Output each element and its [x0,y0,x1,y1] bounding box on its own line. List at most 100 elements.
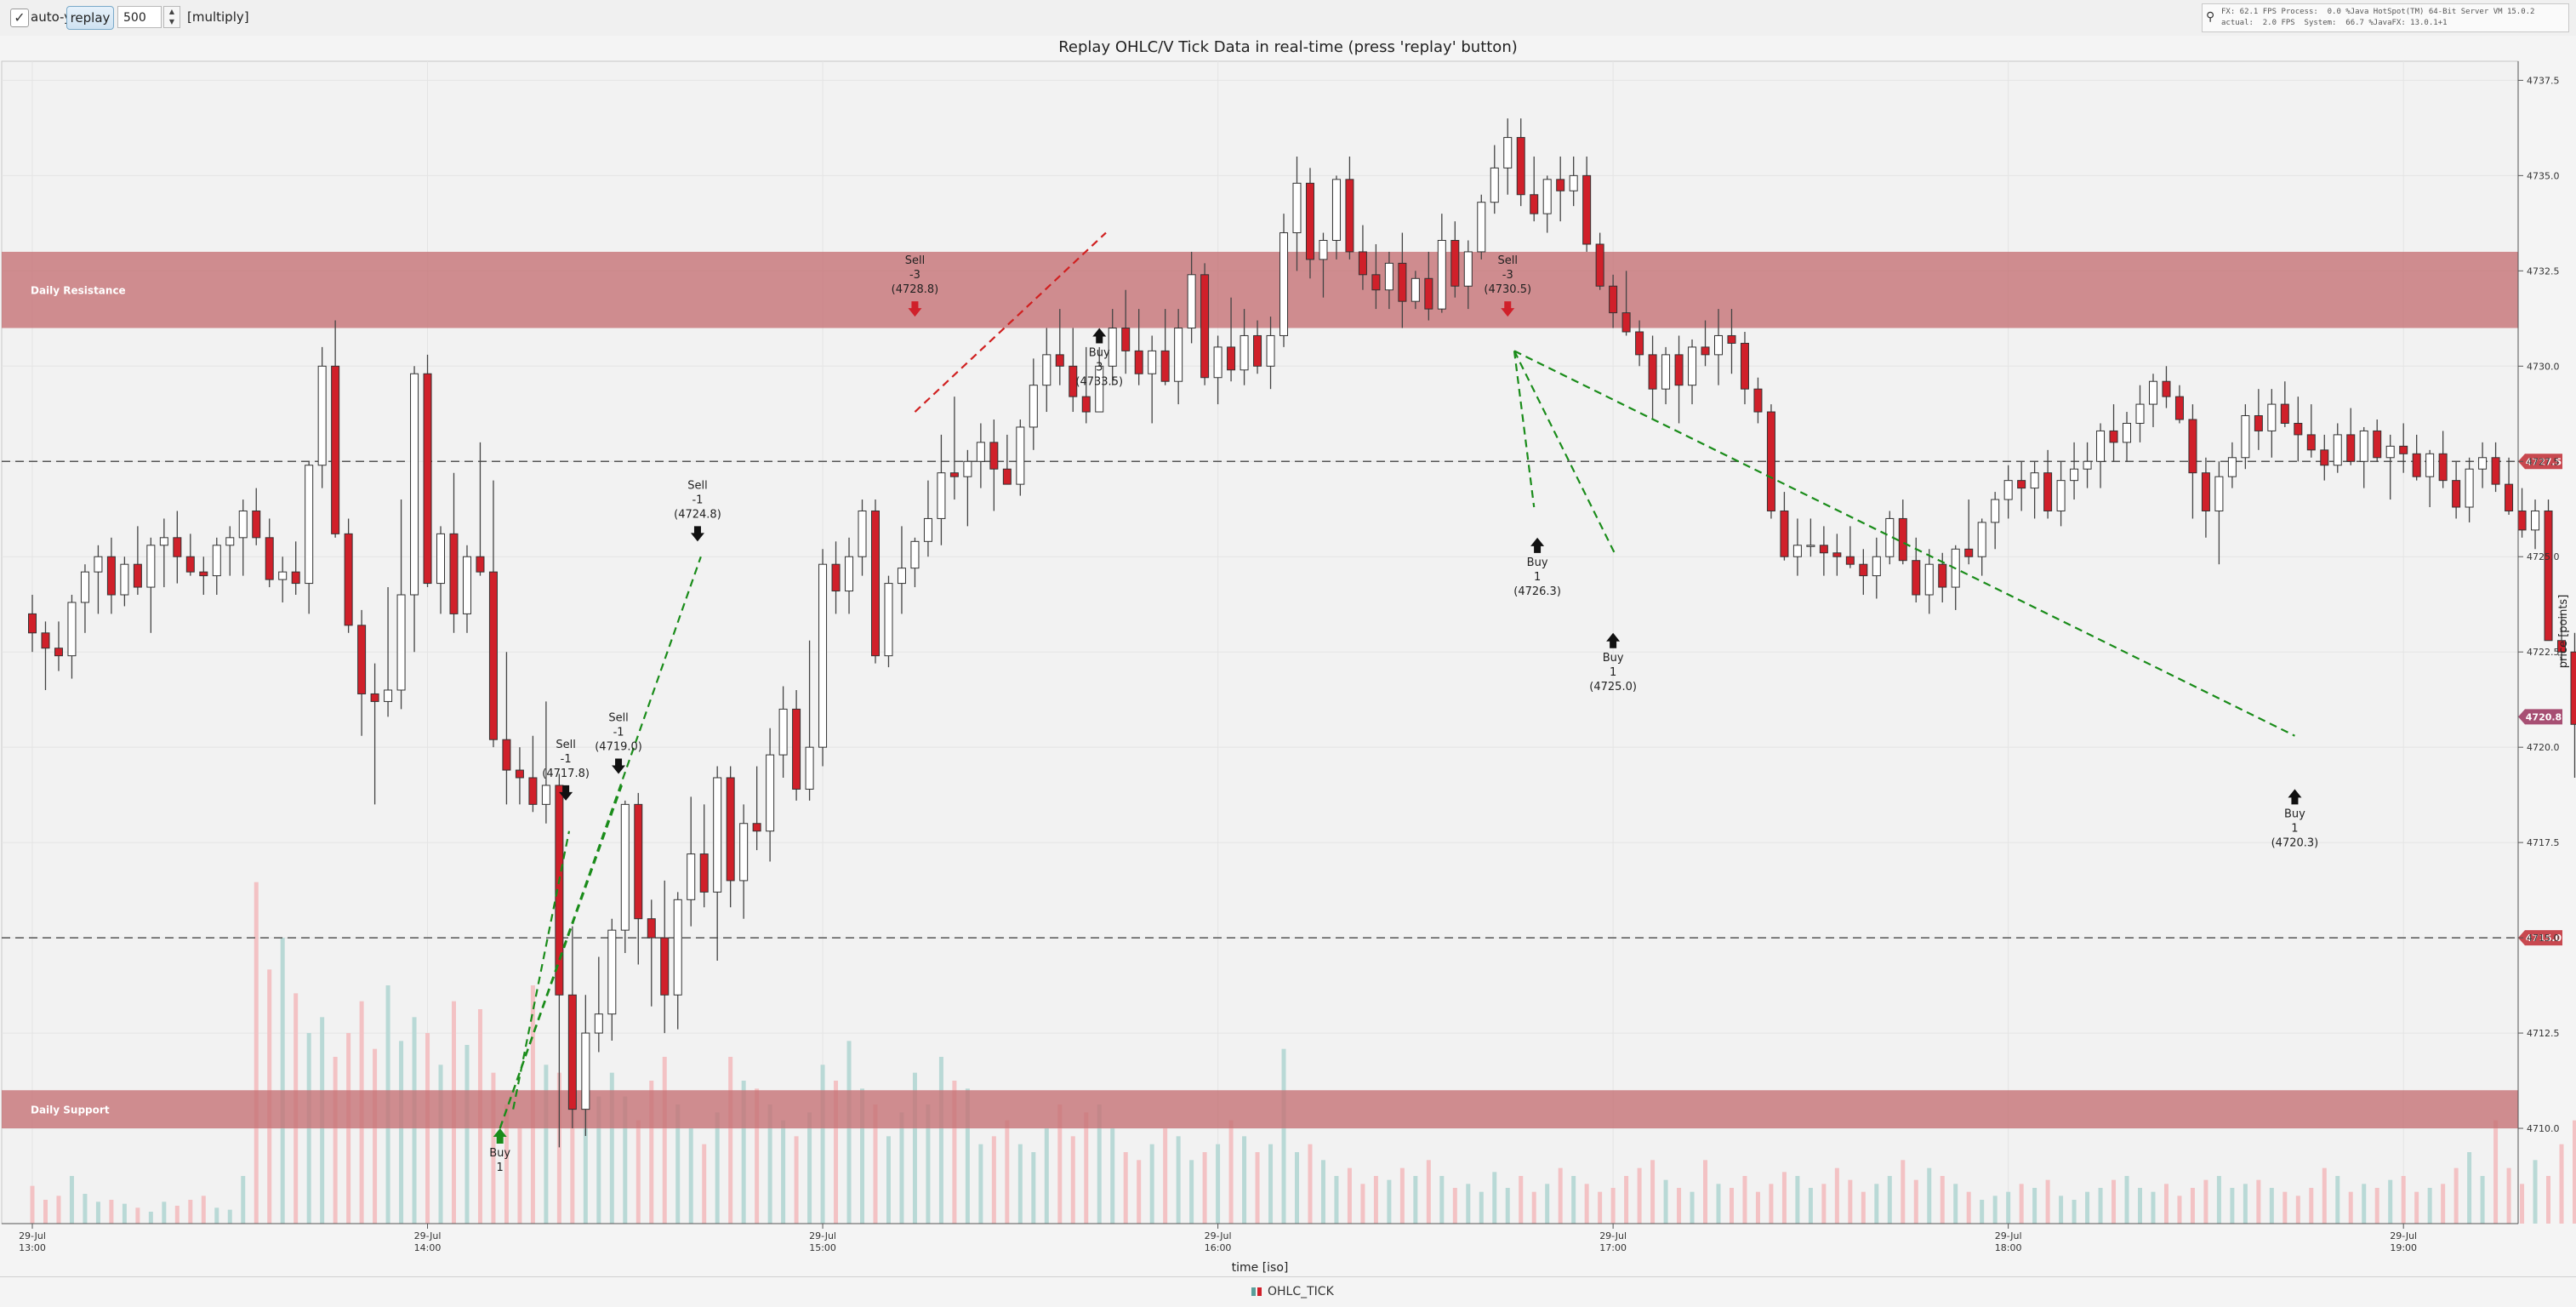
candle-up [1490,168,1498,202]
candle-up [819,564,827,747]
volume-bar [1492,1172,1496,1224]
candle-legend-icon [1251,1286,1262,1298]
y-tick-label: 4730.0 [2527,361,2560,372]
candle-down [265,538,273,579]
volume-bar [1927,1168,1931,1224]
candle-down [1767,412,1775,511]
volume-bar [1308,1144,1312,1224]
volume-bar [1861,1192,1866,1224]
volume-bar [2032,1188,2037,1224]
volume-bar [2520,1184,2524,1224]
volume-bar [1571,1176,1576,1224]
candle-down [2202,473,2209,511]
toolbar: ✓ auto-y replay 500 ▲ ▼ [multiply] ⚲ FX:… [0,0,2576,37]
volume-bar [992,1136,996,1224]
rate-input[interactable]: 500 [117,6,162,28]
candle-up [1280,233,1288,336]
trade-label: 1 [497,1161,504,1174]
volume-bar [807,1112,812,1224]
volume-bar [1439,1176,1444,1224]
volume-bar [2454,1168,2459,1224]
volume-bar [149,1212,153,1224]
volume-bar [2546,1176,2550,1224]
plot-area [2,61,2518,1224]
pin-icon[interactable]: ⚲ [2206,9,2218,25]
candle-up [885,584,892,656]
auto-y-checkbox[interactable]: ✓ [10,9,29,27]
zone-band [2,252,2518,328]
volume-bar [2151,1192,2155,1224]
chart[interactable]: Replay OHLC/V Tick Data in real-time (pr… [0,36,2576,1276]
volume-bar [1150,1144,1154,1224]
rate-spinner[interactable]: ▲ ▼ [163,6,180,28]
candle-down [2518,511,2526,529]
candle-up [542,785,550,804]
volume-bar [123,1204,127,1224]
candle-down [2347,435,2355,461]
legend: OHLC_TICK [0,1276,2576,1307]
volume-bar [1809,1188,1813,1224]
volume-bar [886,1136,891,1224]
x-tick-time: 17:00 [1599,1242,1627,1253]
volume-bar [1387,1180,1391,1224]
candle-up [582,1033,590,1110]
candle-up [1504,138,1512,168]
x-tick-time: 19:00 [2390,1242,2417,1253]
candle-down [186,556,194,572]
volume-bar [2335,1176,2339,1224]
volume-bar [1348,1168,1352,1224]
y-tick-label: 4717.5 [2527,837,2560,848]
candle-down [1372,275,1380,290]
replay-button[interactable]: replay [66,6,114,30]
candle-up [121,564,128,595]
candle-up [1017,427,1024,484]
volume-bar [1941,1176,1945,1224]
volume-bar [96,1201,100,1224]
trade-label: Buy [2284,808,2305,820]
candle-up [2228,458,2236,477]
volume-bar [1427,1160,1431,1224]
candle-up [2386,446,2394,457]
y-tick-label: 4725.0 [2527,551,2560,562]
candle-down [727,778,734,881]
x-tick-date: 29-Jul [414,1230,442,1241]
spinner-down-icon[interactable]: ▼ [164,17,180,27]
volume-bar [2230,1188,2234,1224]
volume-bar [899,1112,903,1224]
volume-bar [1848,1180,1852,1224]
volume-bar [2282,1192,2287,1224]
volume-bar [2441,1184,2445,1224]
x-tick-date: 29-Jul [1599,1230,1627,1241]
candle-down [1939,564,1946,587]
volume-bar [1519,1176,1523,1224]
candle-down [647,919,655,938]
volume-bar [2493,1121,2498,1224]
volume-bar [2573,1121,2576,1224]
candle-down [1201,275,1209,378]
volume-bar [2006,1192,2010,1224]
volume-bar [2203,1180,2208,1224]
trade-label: (4733.5) [1075,376,1123,389]
volume-bar [2349,1192,2353,1224]
volume-bar [2428,1188,2432,1224]
volume-bar [2375,1188,2379,1224]
candle-up [1872,556,1880,575]
candle-up [213,545,220,576]
candle-down [2545,511,2552,640]
candle-down [1056,355,1063,366]
candle-up [1570,175,1577,191]
candle-down [753,824,761,831]
candle-down [1517,138,1525,195]
volume-bar [31,1186,35,1224]
candle-down [253,511,260,537]
volume-bar [399,1041,403,1224]
trade-label: (4717.8) [542,768,590,780]
y-tick-label: 4735.0 [2527,170,2560,181]
volume-bar [781,1121,785,1224]
volume-bar [1677,1188,1681,1224]
spinner-up-icon[interactable]: ▲ [164,7,180,17]
candle-down [1636,332,1644,355]
candle-up [2465,469,2473,507]
candle-down [2505,484,2513,511]
candle-down [1557,180,1564,191]
